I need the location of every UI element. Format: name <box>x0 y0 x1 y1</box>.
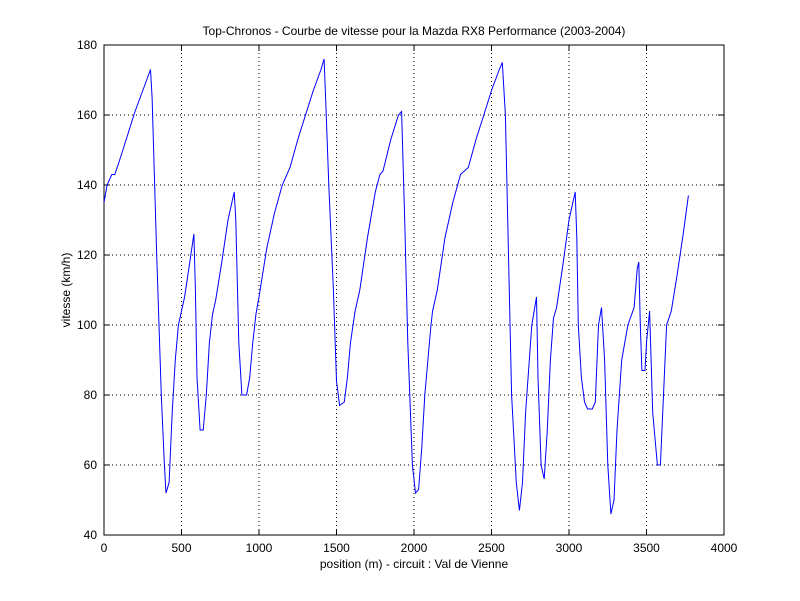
grid-lines <box>104 45 724 535</box>
y-tick-label: 60 <box>84 458 98 472</box>
x-tick-label: 3000 <box>556 541 583 555</box>
y-tick-label: 160 <box>77 108 97 122</box>
y-tick-label: 100 <box>77 318 97 332</box>
x-tick-label: 1000 <box>246 541 273 555</box>
x-tick-labels: 0 500 1000 1500 2000 2500 3000 3500 4000 <box>101 541 738 555</box>
y-tick-label: 40 <box>84 528 98 542</box>
y-tick-label: 140 <box>77 178 97 192</box>
y-tick-labels: 40 60 80 100 120 140 160 180 <box>77 38 97 542</box>
chart-title: Top-Chronos - Courbe de vitesse pour la … <box>203 24 626 38</box>
x-tick-label: 4000 <box>711 541 738 555</box>
speed-series-line <box>103 58 689 515</box>
y-tick-label: 120 <box>77 248 97 262</box>
x-tick-label: 2500 <box>478 541 505 555</box>
x-tick-label: 1500 <box>323 541 350 555</box>
x-tick-label: 2000 <box>401 541 428 555</box>
y-tick-label: 80 <box>84 388 98 402</box>
y-tick-label: 180 <box>77 38 97 52</box>
axis-ticks <box>103 44 725 536</box>
x-tick-label: 500 <box>171 541 191 555</box>
y-axis-title: vitesse (km/h) <box>59 253 73 328</box>
x-tick-label: 0 <box>101 541 108 555</box>
x-axis-title: position (m) - circuit : Val de Vienne <box>320 557 509 571</box>
x-tick-label: 3500 <box>633 541 660 555</box>
